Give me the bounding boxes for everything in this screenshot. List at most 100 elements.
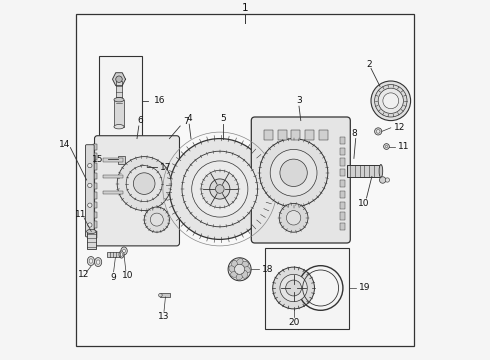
Text: 1: 1 bbox=[242, 3, 248, 13]
Ellipse shape bbox=[87, 229, 96, 234]
Circle shape bbox=[280, 274, 307, 302]
Bar bbox=[264, 130, 273, 140]
Ellipse shape bbox=[95, 258, 102, 266]
Circle shape bbox=[126, 166, 162, 202]
FancyBboxPatch shape bbox=[95, 136, 179, 246]
Bar bbox=[117, 81, 122, 104]
Circle shape bbox=[133, 173, 155, 194]
Circle shape bbox=[371, 81, 411, 121]
Ellipse shape bbox=[89, 259, 93, 263]
Bar bbox=[340, 169, 345, 176]
Circle shape bbox=[137, 162, 147, 172]
Text: 2: 2 bbox=[367, 60, 372, 69]
Text: 10: 10 bbox=[358, 199, 370, 208]
Polygon shape bbox=[113, 73, 125, 86]
Bar bbox=[305, 130, 314, 140]
Circle shape bbox=[88, 203, 92, 207]
Circle shape bbox=[286, 211, 301, 225]
Ellipse shape bbox=[241, 261, 248, 267]
Ellipse shape bbox=[236, 273, 243, 280]
Text: 9: 9 bbox=[110, 273, 116, 282]
Ellipse shape bbox=[242, 270, 247, 278]
Bar bbox=[99, 56, 143, 146]
Text: 10: 10 bbox=[122, 271, 133, 280]
Bar bbox=[118, 156, 125, 164]
Text: 18: 18 bbox=[262, 265, 274, 274]
Circle shape bbox=[88, 223, 92, 227]
Ellipse shape bbox=[122, 249, 125, 253]
Ellipse shape bbox=[114, 98, 124, 102]
Bar bbox=[340, 180, 345, 187]
Circle shape bbox=[116, 76, 122, 82]
Bar bbox=[93, 231, 97, 238]
Bar bbox=[93, 153, 97, 160]
Circle shape bbox=[182, 151, 258, 227]
Bar bbox=[291, 130, 300, 140]
Circle shape bbox=[150, 213, 163, 226]
Circle shape bbox=[88, 163, 92, 168]
Bar bbox=[103, 191, 122, 194]
Circle shape bbox=[386, 145, 388, 148]
Bar bbox=[265, 248, 349, 329]
Text: 14: 14 bbox=[59, 140, 71, 149]
Circle shape bbox=[117, 157, 171, 211]
Text: 12: 12 bbox=[78, 270, 89, 279]
Ellipse shape bbox=[232, 260, 237, 268]
Text: 7: 7 bbox=[183, 117, 189, 126]
Circle shape bbox=[228, 258, 251, 281]
Circle shape bbox=[383, 93, 399, 109]
Ellipse shape bbox=[87, 256, 95, 266]
FancyBboxPatch shape bbox=[251, 117, 350, 243]
Bar bbox=[87, 231, 96, 249]
FancyBboxPatch shape bbox=[86, 145, 94, 237]
Ellipse shape bbox=[379, 165, 383, 177]
Text: 13: 13 bbox=[157, 312, 169, 321]
Ellipse shape bbox=[159, 293, 162, 297]
Bar bbox=[93, 163, 97, 170]
Circle shape bbox=[379, 177, 386, 183]
Ellipse shape bbox=[119, 251, 124, 258]
Ellipse shape bbox=[97, 260, 100, 264]
Bar bbox=[114, 100, 124, 127]
Text: 6: 6 bbox=[138, 116, 144, 125]
Circle shape bbox=[385, 178, 390, 182]
Circle shape bbox=[216, 185, 224, 193]
Circle shape bbox=[270, 149, 317, 196]
Bar bbox=[93, 221, 97, 228]
Text: 17: 17 bbox=[160, 163, 171, 172]
Bar bbox=[340, 191, 345, 198]
Circle shape bbox=[273, 267, 315, 309]
Circle shape bbox=[88, 183, 92, 188]
Circle shape bbox=[210, 179, 230, 199]
Circle shape bbox=[384, 144, 390, 149]
Text: 11: 11 bbox=[398, 142, 410, 151]
Ellipse shape bbox=[231, 271, 239, 277]
Ellipse shape bbox=[121, 247, 127, 255]
Circle shape bbox=[235, 264, 245, 274]
Circle shape bbox=[376, 130, 380, 133]
Text: 5: 5 bbox=[220, 114, 226, 123]
Bar bbox=[277, 130, 287, 140]
Ellipse shape bbox=[229, 266, 236, 273]
Bar bbox=[93, 183, 97, 189]
Bar bbox=[93, 212, 97, 218]
Bar bbox=[93, 202, 97, 208]
Bar bbox=[318, 130, 328, 140]
Circle shape bbox=[374, 85, 407, 117]
Text: 4: 4 bbox=[186, 114, 192, 123]
Circle shape bbox=[280, 159, 307, 186]
Ellipse shape bbox=[244, 266, 250, 273]
Circle shape bbox=[201, 170, 239, 208]
Text: 15: 15 bbox=[92, 155, 103, 163]
Bar bbox=[340, 158, 345, 166]
Bar bbox=[93, 173, 97, 179]
Ellipse shape bbox=[121, 253, 122, 256]
Circle shape bbox=[170, 139, 270, 239]
Circle shape bbox=[140, 165, 145, 170]
Bar bbox=[103, 158, 122, 162]
Circle shape bbox=[259, 139, 328, 207]
Bar bbox=[340, 148, 345, 155]
Bar bbox=[340, 137, 345, 144]
Text: 3: 3 bbox=[296, 96, 302, 105]
Bar bbox=[107, 252, 122, 257]
